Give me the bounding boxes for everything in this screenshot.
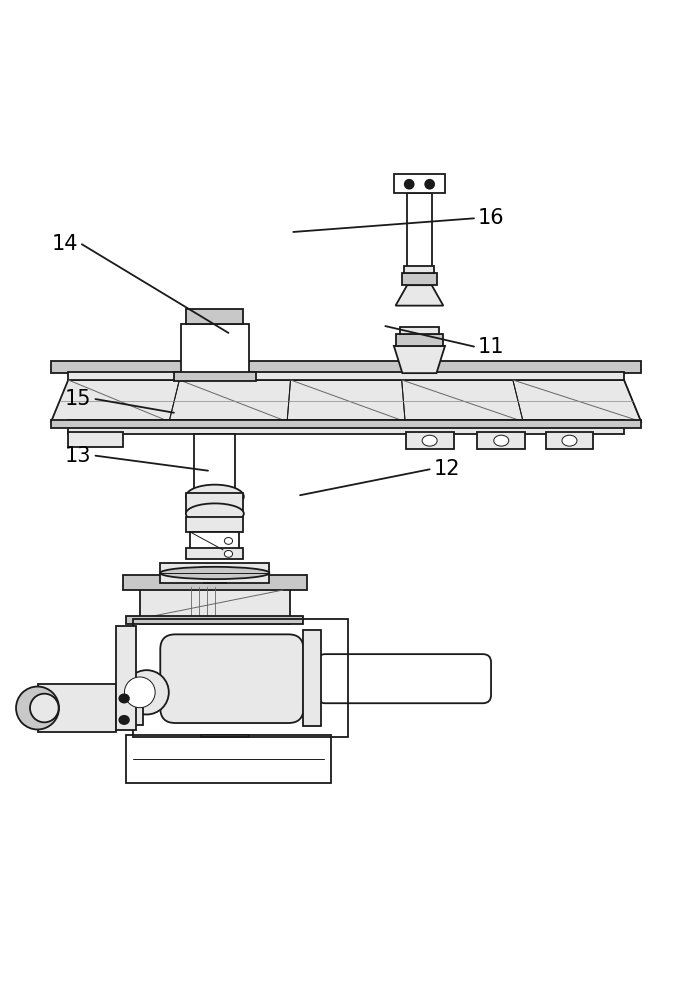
Bar	[68, 372, 624, 380]
Polygon shape	[51, 380, 641, 422]
Ellipse shape	[224, 538, 233, 544]
Bar	[160, 563, 269, 583]
Bar	[190, 532, 239, 550]
FancyBboxPatch shape	[317, 654, 491, 703]
Ellipse shape	[16, 687, 59, 729]
Ellipse shape	[119, 694, 129, 703]
Ellipse shape	[186, 485, 244, 509]
Text: 13: 13	[65, 446, 91, 466]
Bar	[394, 174, 445, 193]
Bar	[133, 619, 348, 737]
Bar	[406, 432, 454, 449]
Bar	[546, 432, 593, 449]
Bar	[51, 361, 641, 373]
Text: 15: 15	[65, 389, 91, 409]
Bar	[396, 334, 443, 346]
Bar	[303, 630, 321, 726]
Ellipse shape	[224, 550, 233, 557]
Bar	[68, 420, 624, 434]
Text: 11: 11	[478, 337, 504, 357]
Bar	[68, 432, 123, 447]
Ellipse shape	[422, 435, 437, 446]
Bar	[194, 434, 235, 503]
Ellipse shape	[160, 567, 269, 579]
Polygon shape	[394, 346, 445, 373]
Bar	[126, 735, 331, 783]
Bar	[186, 517, 243, 532]
Bar	[402, 273, 437, 285]
FancyBboxPatch shape	[160, 634, 303, 723]
Bar	[186, 309, 243, 324]
Bar	[186, 493, 243, 514]
Ellipse shape	[426, 180, 434, 189]
Bar	[174, 372, 256, 381]
Bar	[477, 432, 525, 449]
Text: 16: 16	[477, 208, 505, 228]
Bar	[186, 548, 243, 559]
Ellipse shape	[119, 716, 129, 724]
Ellipse shape	[562, 435, 577, 446]
Bar	[404, 266, 434, 273]
Bar	[116, 626, 136, 730]
Ellipse shape	[494, 435, 509, 446]
Bar	[116, 691, 143, 725]
Ellipse shape	[124, 670, 168, 714]
Bar	[38, 684, 116, 732]
Ellipse shape	[124, 677, 155, 708]
Ellipse shape	[405, 180, 413, 189]
Bar	[140, 583, 290, 624]
Bar	[201, 735, 249, 737]
Bar	[126, 616, 303, 624]
Ellipse shape	[30, 694, 59, 722]
Text: 12: 12	[434, 459, 460, 479]
Bar	[51, 420, 641, 428]
Bar	[400, 327, 439, 334]
Bar	[181, 324, 249, 373]
Ellipse shape	[186, 503, 244, 524]
Bar	[407, 193, 432, 285]
Bar	[123, 575, 307, 590]
Polygon shape	[396, 285, 443, 306]
Text: 14: 14	[52, 234, 78, 254]
